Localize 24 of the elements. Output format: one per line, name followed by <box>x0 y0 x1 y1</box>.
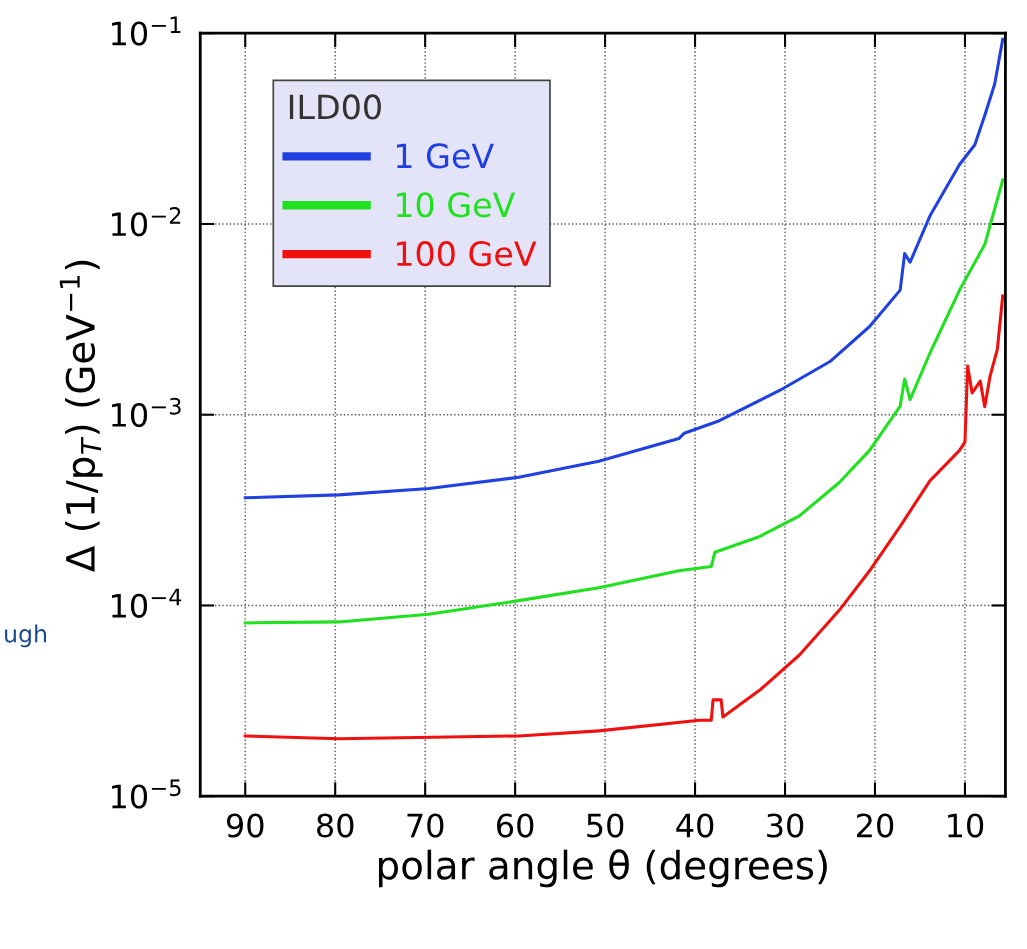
legend-label: 100 GeV <box>396 241 537 267</box>
x-tick-label: 10 <box>948 813 984 838</box>
x-tick-label: 70 <box>407 813 444 838</box>
x-tick-label: 60 <box>497 813 534 838</box>
text: ugh <box>5 624 46 648</box>
y-tick-label: 10$^{−2}$ <box>112 207 181 237</box>
legend-label: 10 GeV <box>396 192 516 218</box>
x-tick-label: 90 <box>226 813 264 838</box>
y-tick-label: 10$^{−3}$ <box>112 397 181 428</box>
x-tick-label: 30 <box>767 813 804 838</box>
y-tick-label: 10$^{−5}$ <box>112 779 181 809</box>
x-axis-title: polar angle θ (degrees) <box>379 849 827 888</box>
line-series <box>243 294 1005 741</box>
line-series <box>243 178 1005 625</box>
legend-label: 1 GeV <box>396 143 494 169</box>
x-tick-label: 40 <box>676 813 714 838</box>
y-tick-label: 10$^{−4}$ <box>112 588 182 618</box>
x-tick-label: 20 <box>857 813 894 838</box>
line-series <box>243 37 1005 500</box>
x-tick-label: 80 <box>317 813 354 838</box>
legend-title: ILD00 <box>289 94 381 120</box>
y-axis-title: Δ (1/p$_{T}$) (GeV$^{−1}$) <box>59 260 103 572</box>
x-tick-label: 50 <box>587 813 624 838</box>
y-tick-label: 10$^{−1}$ <box>112 16 181 46</box>
